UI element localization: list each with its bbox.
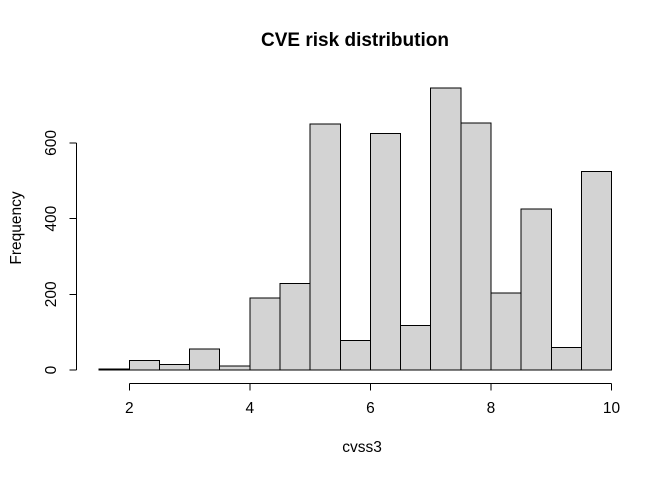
histogram-bar xyxy=(520,208,552,371)
x-tick-label: 4 xyxy=(246,400,255,417)
histogram-bar xyxy=(550,346,582,371)
histogram-bar xyxy=(279,283,311,371)
y-tick-label: 200 xyxy=(43,281,60,307)
x-tick-label: 6 xyxy=(366,400,375,417)
y-tick-label: 400 xyxy=(43,205,60,231)
histogram-bar xyxy=(309,123,341,371)
x-axis-title: cvss3 xyxy=(342,439,382,456)
histogram-bar xyxy=(460,122,492,371)
histogram-bar xyxy=(339,339,371,371)
x-tick-label: 8 xyxy=(487,400,496,417)
histogram-bar xyxy=(98,368,130,371)
histogram-bar xyxy=(430,87,462,371)
histogram-bar xyxy=(490,292,522,371)
histogram-bar xyxy=(189,348,221,371)
x-tick-label: 2 xyxy=(125,400,134,417)
x-tick-label: 10 xyxy=(603,400,621,417)
histogram-bar xyxy=(219,365,251,371)
histogram-bar xyxy=(158,363,191,371)
chart-title: CVE risk distribution xyxy=(261,30,449,51)
histogram-bar xyxy=(249,297,281,371)
y-tick-label: 0 xyxy=(43,365,60,374)
histogram-bar xyxy=(400,324,432,371)
y-tick-label: 600 xyxy=(43,130,60,156)
histogram-bar xyxy=(580,170,613,371)
histogram-bar xyxy=(128,360,160,371)
histogram-bar xyxy=(369,133,402,371)
